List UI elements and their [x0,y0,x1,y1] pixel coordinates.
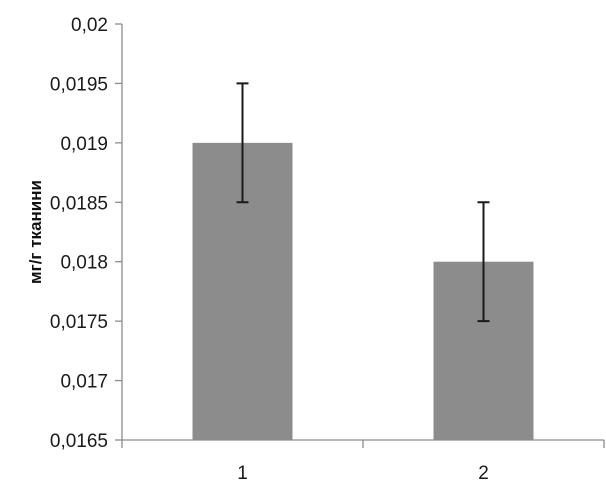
y-tick-label: 0,0165 [50,431,108,452]
x-tick-label: 1 [237,463,248,484]
error-bar-2 [477,201,490,323]
y-tick-label: 0,0175 [50,312,108,333]
error-bar-1 [236,82,249,204]
x-tick-label: 2 [478,463,489,484]
y-tick-label: 0,019 [60,134,108,155]
y-tick-label: 0,0185 [50,193,108,214]
y-tick-label: 0,0195 [50,74,108,95]
y-axis-ticks: 0,0165 0,017 0,0175 0,018 0,0185 0,019 0,0195 0… [50,15,122,452]
y-tick-label: 0,02 [71,15,108,36]
y-axis-label: мг/г тканини [26,180,45,284]
bars [192,142,534,440]
y-tick-label: 0,017 [60,372,108,393]
y-tick-label: 0,018 [60,253,108,274]
error-bars [236,82,490,323]
